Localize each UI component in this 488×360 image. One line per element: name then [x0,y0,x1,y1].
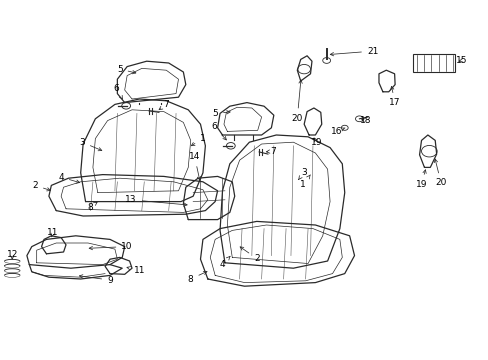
Text: 8: 8 [87,202,97,211]
Text: 6: 6 [113,84,122,99]
Text: 20: 20 [291,80,303,122]
Text: 1: 1 [191,134,205,146]
Text: 18: 18 [359,116,371,125]
Text: 2: 2 [240,247,259,263]
Text: 3: 3 [298,167,306,180]
Text: 2: 2 [32,181,50,191]
Text: 4: 4 [219,256,229,269]
Text: 17: 17 [388,86,400,107]
Text: 5: 5 [117,65,136,74]
Text: 19: 19 [415,170,427,189]
Text: 15: 15 [455,56,467,65]
Text: 1: 1 [300,175,310,189]
Text: 5: 5 [212,109,230,118]
Text: 7: 7 [159,100,169,110]
Text: 7: 7 [266,147,276,156]
Text: 12: 12 [6,251,18,259]
Text: 11: 11 [127,266,145,275]
Text: 4: 4 [58,173,80,183]
Text: 9: 9 [79,275,113,284]
Text: 21: 21 [329,46,378,56]
Text: 20: 20 [433,159,446,187]
Text: 3: 3 [79,138,102,151]
Text: 14: 14 [188,152,200,180]
Text: 10: 10 [89,242,133,251]
Text: 6: 6 [211,122,226,140]
Bar [412,54,454,72]
Text: 8: 8 [187,271,206,284]
Text: 13: 13 [125,195,187,206]
Text: 11: 11 [47,229,59,238]
Text: 19: 19 [310,138,322,147]
Text: 16: 16 [330,127,344,136]
